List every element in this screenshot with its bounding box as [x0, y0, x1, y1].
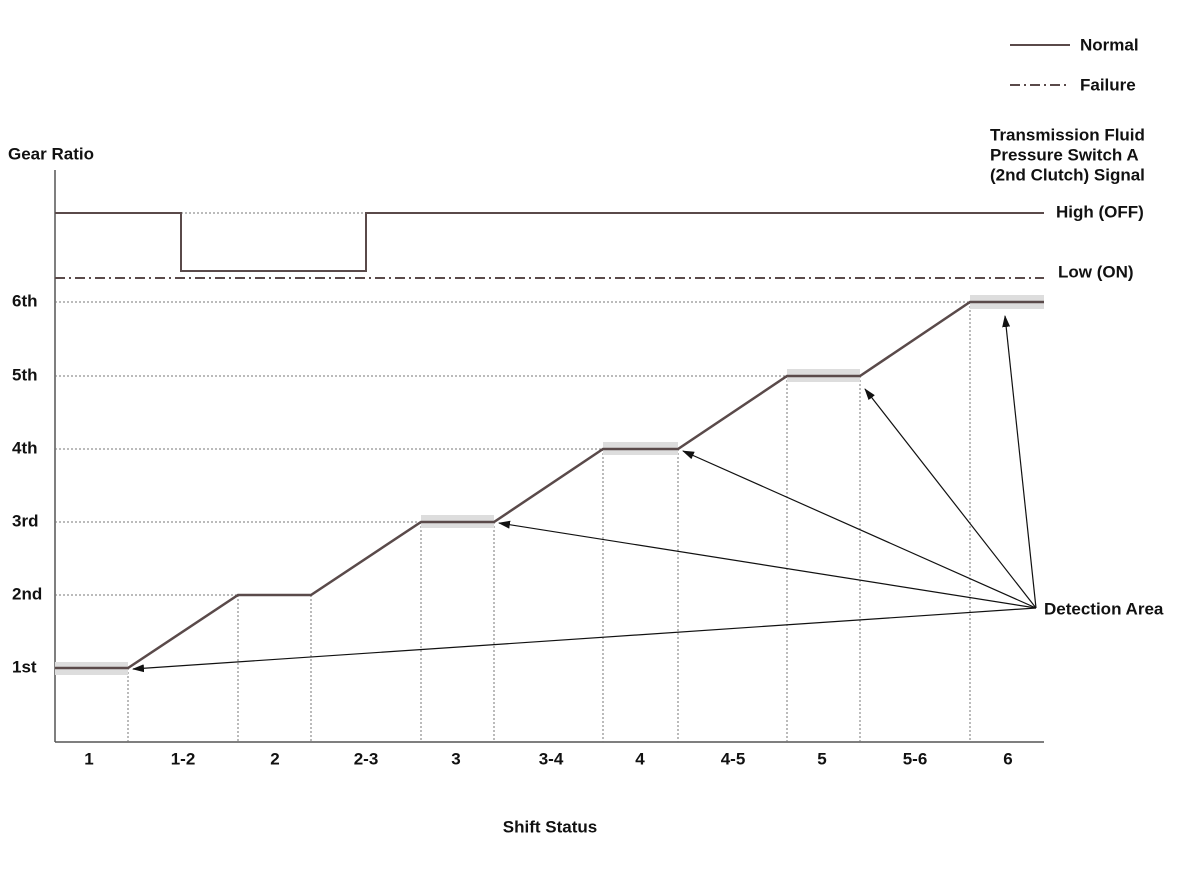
- y-label: 6th: [12, 291, 38, 310]
- signal-low-label: Low (ON): [1058, 262, 1134, 281]
- x-label: 1-2: [171, 749, 196, 768]
- legend-label: Failure: [1080, 75, 1136, 94]
- x-label: 1: [84, 749, 93, 768]
- x-label: 3: [451, 749, 460, 768]
- x-label: 2-3: [354, 749, 379, 768]
- signal-normal: [55, 212, 1044, 272]
- y-label: 1st: [12, 657, 37, 676]
- legend-label: Normal: [1080, 35, 1139, 54]
- y-label: 2nd: [12, 584, 42, 603]
- signal-high-label: High (OFF): [1056, 202, 1144, 221]
- y-label: 5th: [12, 365, 38, 384]
- signal-title: Pressure Switch A: [990, 145, 1139, 164]
- x-label: 5-6: [903, 749, 928, 768]
- annotation: Detection Area: [1044, 599, 1164, 618]
- signal-title: (2nd Clutch) Signal: [990, 165, 1145, 184]
- x-axis-title: Shift Status: [503, 817, 597, 836]
- y-label: 4th: [12, 438, 38, 457]
- arrows: [132, 315, 1037, 673]
- y-axis-title: Gear Ratio: [8, 144, 94, 163]
- signal-title: Transmission Fluid: [990, 125, 1145, 144]
- gear-ratio-line: [55, 300, 1044, 670]
- guides: [55, 212, 971, 742]
- detection-areas: [55, 295, 1044, 675]
- y-label: 3rd: [12, 511, 38, 530]
- x-label: 5: [817, 749, 826, 768]
- x-label: 2: [270, 749, 279, 768]
- x-label: 4-5: [721, 749, 746, 768]
- x-label: 6: [1003, 749, 1012, 768]
- x-label: 3-4: [539, 749, 564, 768]
- x-label: 4: [635, 749, 645, 768]
